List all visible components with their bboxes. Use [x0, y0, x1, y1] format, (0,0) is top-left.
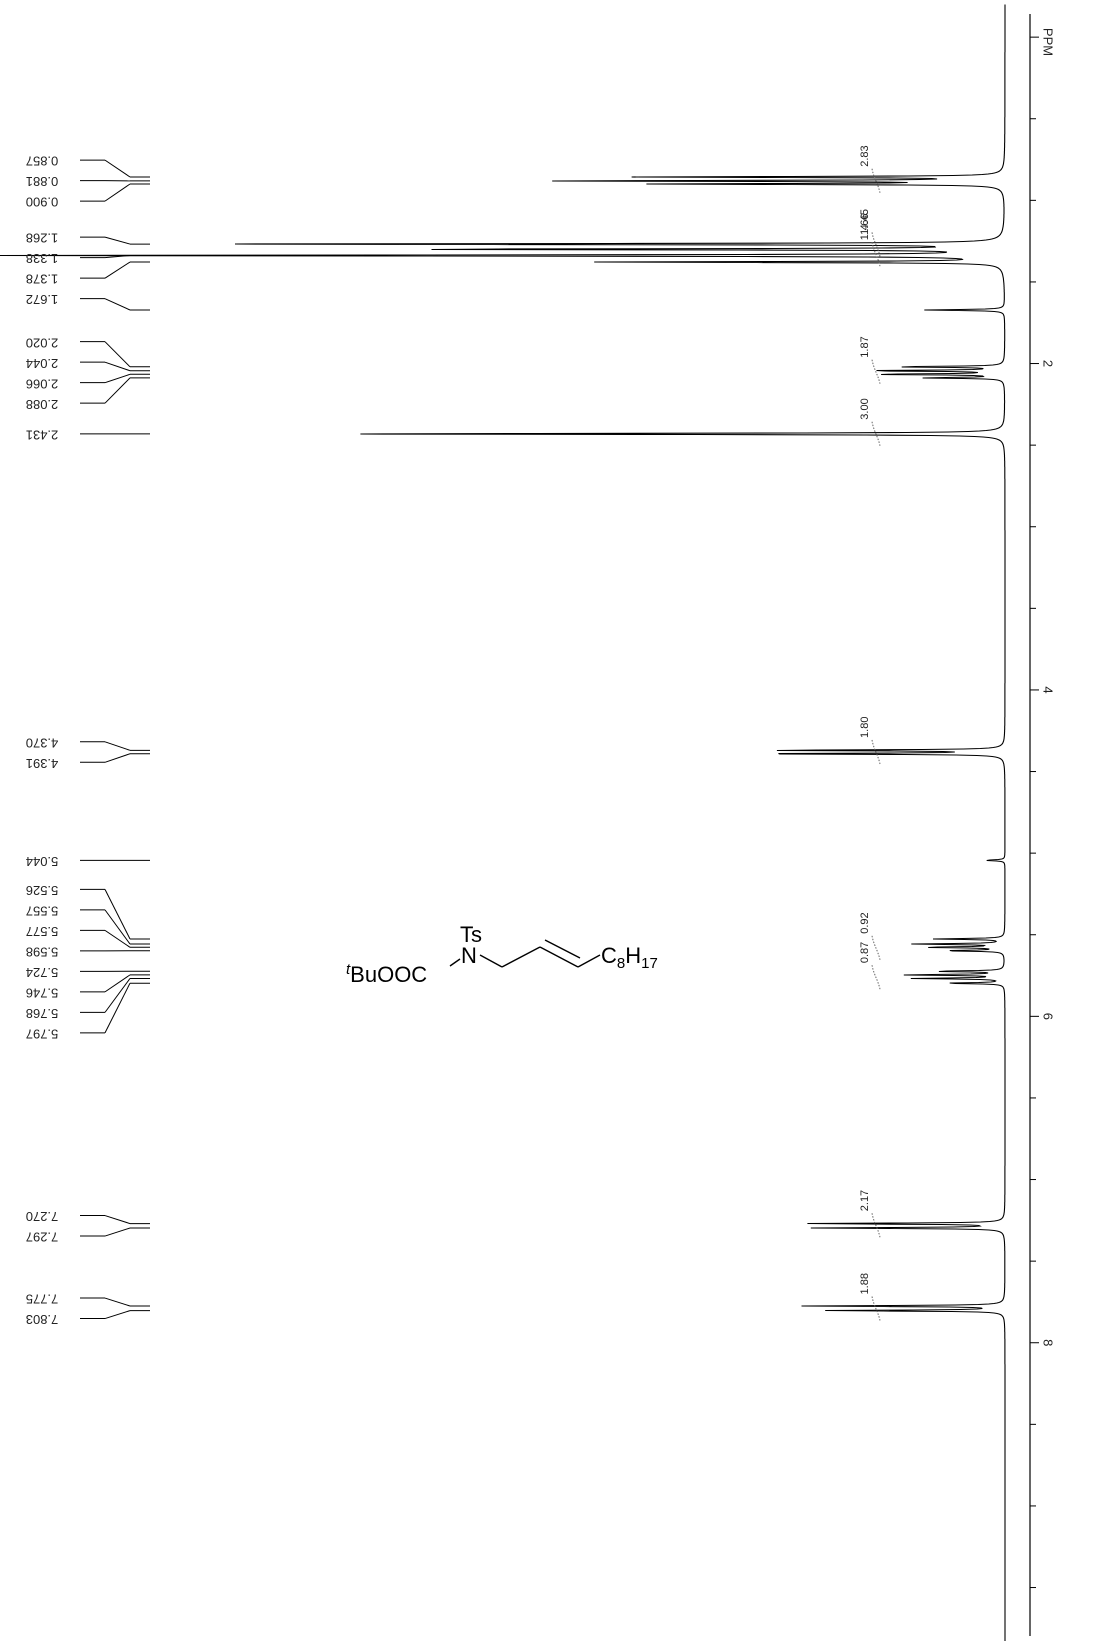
- tert-prefix: t: [346, 961, 351, 978]
- label-connector: [104, 753, 131, 763]
- peak-label: 7.775: [26, 1292, 59, 1307]
- axis-unit-label: PPM: [1041, 28, 1056, 56]
- peak-label: 7.297: [26, 1230, 59, 1245]
- peak-label: 7.803: [26, 1312, 59, 1327]
- double-bond-a: [539, 946, 579, 968]
- label-connector: [104, 373, 131, 384]
- bond-ch-chain: [577, 954, 601, 968]
- label-connector: [104, 341, 131, 368]
- ester-group-label: tBuOOC: [346, 961, 427, 987]
- integral-value: 3.00: [859, 398, 871, 419]
- peak-label: 5.526: [26, 883, 59, 898]
- peak-label: 1.378: [26, 272, 59, 287]
- label-connector: [104, 909, 131, 945]
- integral-value: 2.83: [859, 145, 871, 166]
- bond-ch2-ch: [501, 946, 541, 968]
- integral-trace: [871, 1296, 881, 1321]
- label-connector: [104, 183, 131, 202]
- integral-trace: [871, 168, 881, 193]
- axis-tick-label: 6: [1041, 1013, 1056, 1020]
- peak-label: 5.044: [26, 854, 59, 869]
- label-connector: [104, 978, 131, 1013]
- tosyl-label: Ts: [460, 922, 482, 947]
- alkyl-chain-label: C8H17: [601, 943, 658, 972]
- integral-value: 0.87: [859, 942, 871, 963]
- label-connector: [104, 982, 131, 1034]
- peak-label: 2.044: [26, 356, 59, 371]
- integral-trace: [871, 232, 881, 257]
- peak-label: 5.768: [26, 1006, 59, 1021]
- peak-label: 4.370: [26, 735, 59, 750]
- peak-label: 5.577: [26, 924, 59, 939]
- axis-tick-label: 4: [1041, 686, 1056, 693]
- label-connector: [104, 1215, 131, 1225]
- double-bond-b: [544, 939, 581, 959]
- peak-label: 5.557: [26, 903, 59, 918]
- ppm-axis: 2 4 6 8 PPM: [1029, 14, 1056, 1636]
- chain-hydrogen-count: 17: [641, 955, 658, 972]
- axis-tick-label: 2: [1041, 360, 1056, 367]
- integral-trace: [871, 935, 881, 960]
- nitrogen-atom: N: [461, 943, 477, 968]
- label-connector: [104, 974, 131, 993]
- peak-label: 4.391: [26, 756, 59, 771]
- chain-carbon-count: 8: [617, 955, 625, 972]
- integral-trace: [871, 739, 881, 765]
- integral-value: 1.87: [859, 336, 871, 357]
- peak-label: 2.066: [26, 376, 59, 391]
- spectrum-trace: [0, 4, 1006, 1641]
- integral-trace: [871, 1213, 881, 1238]
- bond-ester-n: [449, 958, 461, 967]
- axis-tick-label: 8: [1041, 1339, 1056, 1346]
- label-connector: [104, 361, 131, 372]
- label-connector: [104, 261, 131, 279]
- peak-label: 2.020: [26, 335, 59, 350]
- label-connector: [104, 298, 131, 311]
- label-connector: [104, 1297, 131, 1307]
- peak-label: 5.797: [26, 1026, 59, 1041]
- spectrum-line: [0, 4, 1006, 1641]
- peak-label: 1.268: [26, 231, 59, 246]
- integral-trace: [871, 965, 881, 990]
- label-connector: [104, 1227, 131, 1237]
- label-connector: [104, 159, 131, 178]
- peak-label: 5.746: [26, 985, 59, 1000]
- chain-carbon: C: [601, 943, 617, 968]
- peak-label: 0.900: [26, 195, 59, 210]
- integral-value: 1.88: [859, 1273, 871, 1294]
- integral-trace: [871, 359, 881, 384]
- label-connector: [104, 255, 131, 259]
- label-connector: [104, 377, 131, 404]
- integral-value: 4.45: [859, 209, 871, 230]
- label-connector: [104, 929, 131, 948]
- peak-label: 2.431: [26, 427, 59, 442]
- chemical-structure: Ts tBuOOC N C8H17: [346, 922, 658, 987]
- peak-label: 1.672: [26, 292, 59, 307]
- peak-label: 7.270: [26, 1209, 59, 1224]
- ester-text: BuOOC: [350, 962, 427, 987]
- peak-label: 2.088: [26, 397, 59, 412]
- integral-trace: [871, 421, 881, 446]
- peak-label-column: 0.857 0.881 0.900 1.268 1.338 1.378 1.672 2.020…: [26, 154, 150, 1327]
- peak-label: 5.598: [26, 944, 59, 959]
- label-connector: [104, 741, 131, 751]
- integral-value: 0.92: [859, 912, 871, 933]
- integral-trace: [871, 242, 881, 267]
- label-connector: [104, 889, 131, 940]
- chain-hydrogen: H: [625, 943, 641, 968]
- integral-value: 1.80: [859, 717, 871, 738]
- bond-n-ch2: [479, 954, 503, 968]
- integral-value: 2.17: [859, 1190, 871, 1211]
- peak-label: 5.724: [26, 965, 59, 980]
- label-connector: [104, 1310, 131, 1320]
- integral-value: 11.66: [859, 213, 871, 240]
- peak-label: 0.857: [26, 154, 59, 169]
- peak-label: 0.881: [26, 174, 59, 189]
- peak-label: 1.338: [26, 251, 59, 266]
- label-connector: [104, 236, 131, 245]
